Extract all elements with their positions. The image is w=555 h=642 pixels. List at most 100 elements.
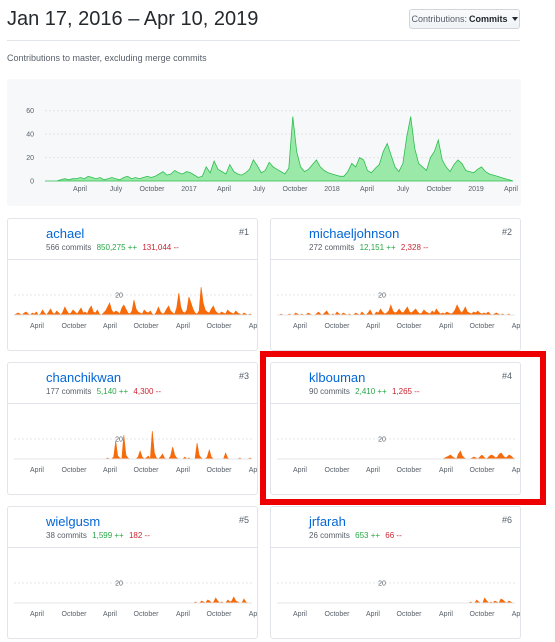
contributor-card-wielgusm: wielgusm 38 commits 1,599 ++ 182 -- #5 2… [7,506,258,639]
x-tick-label: October [283,186,309,193]
x-tick-label: April [30,467,44,474]
contributor-name-link[interactable]: chanchikwan [46,370,122,385]
x-tick-label: October [470,467,496,474]
contributor-area-series [13,286,253,316]
x-tick-label: July [397,186,410,193]
x-tick-label: October [325,323,351,330]
x-tick-label: April [217,186,231,193]
contributor-chart-wielgusm: 20 April October April October April October Ap [14,581,257,618]
x-tick-label: July [110,186,123,193]
x-tick-label: 2019 [468,186,484,193]
contributions-label: Contributions: [411,14,467,24]
commit-count: 272 commits [309,243,355,252]
contributor-stats: 26 commits 653 ++ 66 -- [309,531,402,540]
contributions-dropdown-button[interactable]: Contributions: Commits [409,9,520,29]
additions-count: 12,151 ++ [359,243,396,252]
x-tick-label: October [140,186,166,193]
contributor-area-series [14,596,252,604]
x-tick-label: April [30,323,44,330]
contributor-rank: #6 [501,515,512,525]
card-divider [8,547,257,548]
x-tick-label: October [470,323,496,330]
contributor-card-chanchikwan: chanchikwan 177 commits 5,140 ++ 4,300 -… [7,362,258,495]
deletions-count: 182 -- [128,531,150,540]
deletions-count: 2,328 -- [400,243,429,252]
contributor-area-series [277,597,515,604]
x-tick-label: October [325,467,351,474]
x-tick-label: 2017 [181,186,197,193]
y-tick-label: 40 [26,132,34,139]
x-tick-label: April [30,611,44,618]
main-contributions-chart: 60 40 20 0 April July October 2017 April July Octo… [7,79,521,206]
deletions-count: 66 -- [385,531,402,540]
contributor-stats: 272 commits 12,151 ++ 2,328 -- [309,243,428,252]
x-tick-label: April [439,611,453,618]
card-divider [271,403,520,404]
contributor-card-klbouman: klbouman 90 commits 2,410 ++ 1,265 -- #4… [270,362,521,495]
card-divider [8,403,257,404]
x-tick-label: October [207,467,233,474]
avatar-achael[interactable] [15,227,41,253]
contributor-rank: #4 [501,371,512,381]
x-tick-label: October [397,611,423,618]
x-tick-label: April [293,467,307,474]
y-tick-label: 20 [115,293,123,300]
card-divider [271,259,520,260]
main-chart-svg: 60 40 20 0 April July October 2017 April July Octo… [26,108,518,193]
x-tick-label: April [103,323,117,330]
avatar-klbouman[interactable] [278,371,304,397]
deletions-count: 4,300 -- [133,387,161,396]
x-tick-label: October [427,186,453,193]
x-tick-label: October [134,611,160,618]
contributor-name-link[interactable]: wielgusm [46,514,101,529]
x-tick-label: October [207,611,233,618]
contributor-stats: 90 commits 2,410 ++ 1,265 -- [309,387,420,396]
avatar-chanchikwan[interactable] [15,371,41,397]
y-tick-label: 20 [378,293,386,300]
avatar-jrfarah[interactable] [278,515,304,541]
contributor-name-link[interactable]: michaeljohnson [309,226,400,241]
x-tick-label: April [439,323,453,330]
x-tick-label: April [293,611,307,618]
commit-count: 177 commits [46,387,92,396]
x-tick-label: Ap [512,611,520,618]
x-tick-label: April [103,611,117,618]
x-tick-label: April [73,186,87,193]
contributor-chart-jrfarah: 20 April October April October April October Ap [277,581,520,618]
x-tick-label: April [176,467,190,474]
contributor-name-link[interactable]: klbouman [309,370,366,385]
x-tick-label: April [176,323,190,330]
contributor-name-link[interactable]: achael [46,226,85,241]
x-tick-label: April [439,467,453,474]
contributor-chart-michaeljohnson: 20 April October April October April October Ap [277,293,520,330]
x-tick-label: October [62,323,88,330]
x-tick-label: October [397,467,423,474]
x-tick-label: Ap [249,467,257,474]
contributor-chart-achael: 20 April October April October April October Ap [13,286,257,330]
contributor-rank: #1 [238,227,249,237]
y-tick-label: 20 [378,581,386,588]
x-tick-label: April [360,186,374,193]
contributor-area-series [277,304,515,316]
x-tick-label: Ap [249,611,257,618]
x-tick-label: October [62,467,88,474]
contributor-rank: #5 [238,515,249,525]
x-tick-label: July [253,186,266,193]
avatar-michaeljohnson[interactable] [278,227,304,253]
x-tick-label: April [366,323,380,330]
contributor-chart-klbouman: 20 April October April October April October Ap [277,437,520,474]
card-divider [8,259,257,260]
contributions-value: Commits [469,14,508,24]
x-tick-label: October [397,323,423,330]
contributor-rank: #2 [501,227,512,237]
contributor-name-link[interactable]: jrfarah [309,514,346,529]
contributor-stats: 38 commits 1,599 ++ 182 -- [46,531,150,540]
x-tick-label: October [207,323,233,330]
avatar-wielgusm[interactable] [15,515,41,541]
header-divider [7,40,520,41]
caret-down-icon [511,17,518,21]
y-tick-label: 20 [378,437,386,444]
x-tick-label: October [134,323,160,330]
y-tick-label: 20 [26,155,34,162]
x-tick-label: April [176,611,190,618]
